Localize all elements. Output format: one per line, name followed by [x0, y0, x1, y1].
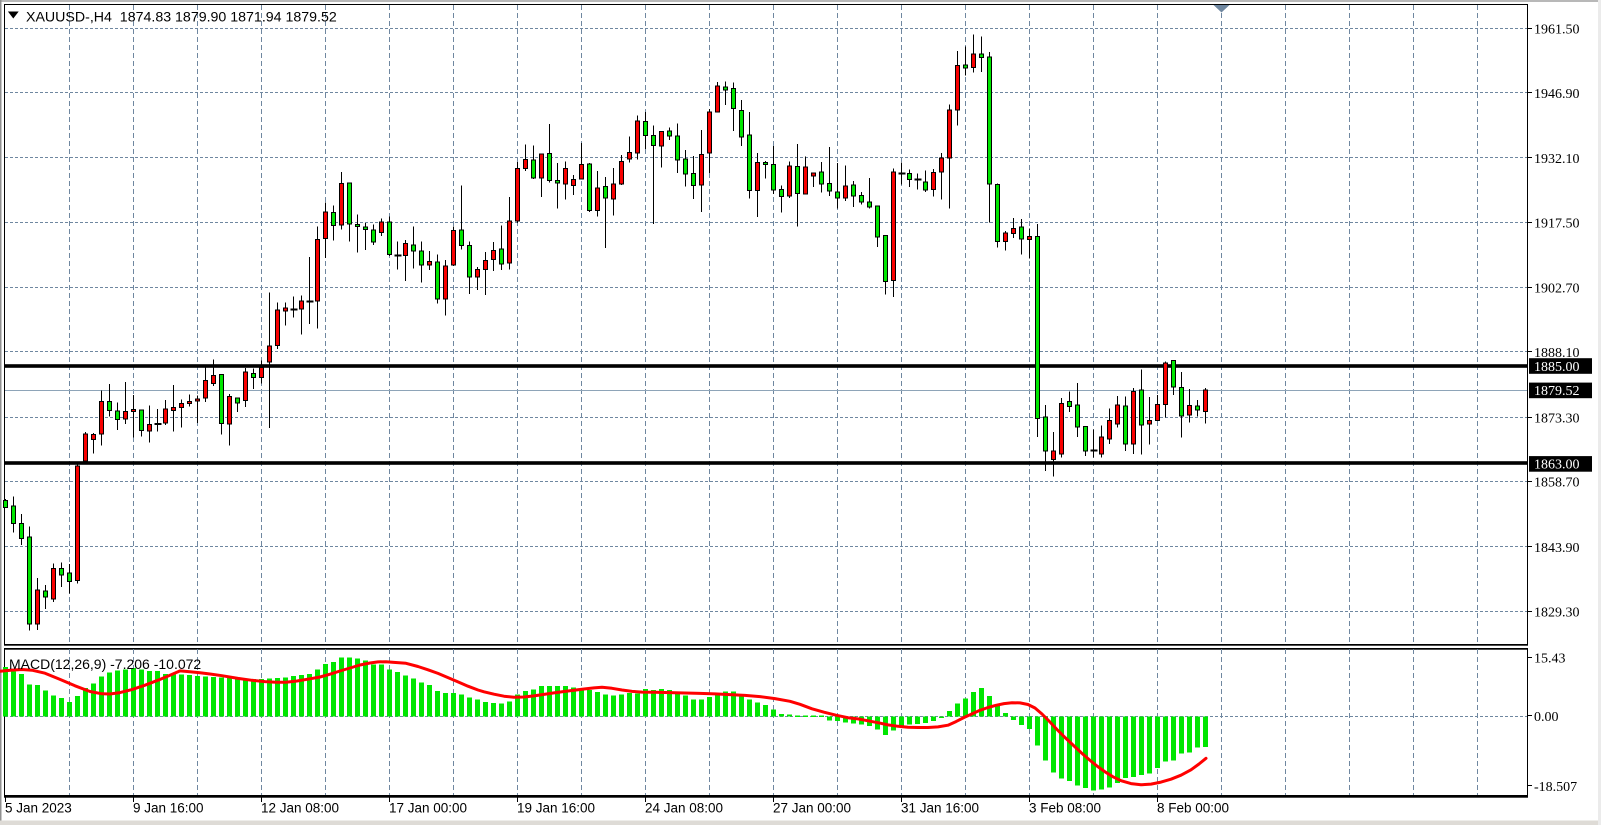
svg-text:-18.507: -18.507: [1534, 780, 1577, 795]
svg-text:9 Jan 16:00: 9 Jan 16:00: [133, 801, 204, 816]
svg-text:1858.70: 1858.70: [1534, 476, 1580, 491]
svg-text:XAUUSD-,H4 1874.83 1879.90 18: XAUUSD-,H4 1874.83 1879.90 1871.94 1879.…: [26, 10, 337, 26]
svg-text:1888.10: 1888.10: [1534, 346, 1580, 361]
svg-text:1961.50: 1961.50: [1534, 22, 1580, 37]
svg-text:15.43: 15.43: [1534, 651, 1566, 666]
svg-text:5 Jan 2023: 5 Jan 2023: [5, 801, 72, 816]
svg-text:1873.30: 1873.30: [1534, 411, 1580, 426]
svg-text:12 Jan 08:00: 12 Jan 08:00: [261, 801, 339, 816]
svg-text:31 Jan 16:00: 31 Jan 16:00: [901, 801, 979, 816]
svg-text:24 Jan 08:00: 24 Jan 08:00: [645, 801, 723, 816]
svg-text:1863.00: 1863.00: [1534, 458, 1580, 473]
svg-text:17 Jan 00:00: 17 Jan 00:00: [389, 801, 467, 816]
svg-text:1917.50: 1917.50: [1534, 216, 1580, 231]
svg-text:MACD(12,26,9) -7.206 -10.072: MACD(12,26,9) -7.206 -10.072: [9, 656, 201, 672]
svg-text:27 Jan 00:00: 27 Jan 00:00: [773, 801, 851, 816]
svg-text:1829.30: 1829.30: [1534, 605, 1580, 620]
svg-text:8 Feb 00:00: 8 Feb 00:00: [1157, 801, 1229, 816]
svg-text:3 Feb 08:00: 3 Feb 08:00: [1029, 801, 1101, 816]
svg-text:1879.52: 1879.52: [1534, 384, 1580, 399]
svg-text:0.00: 0.00: [1534, 710, 1559, 725]
svg-text:19 Jan 16:00: 19 Jan 16:00: [517, 801, 595, 816]
svg-text:1885.00: 1885.00: [1534, 360, 1580, 375]
svg-text:1932.10: 1932.10: [1534, 152, 1580, 167]
svg-text:1843.90: 1843.90: [1534, 541, 1580, 556]
svg-text:1902.70: 1902.70: [1534, 282, 1580, 297]
svg-text:1946.90: 1946.90: [1534, 87, 1580, 102]
